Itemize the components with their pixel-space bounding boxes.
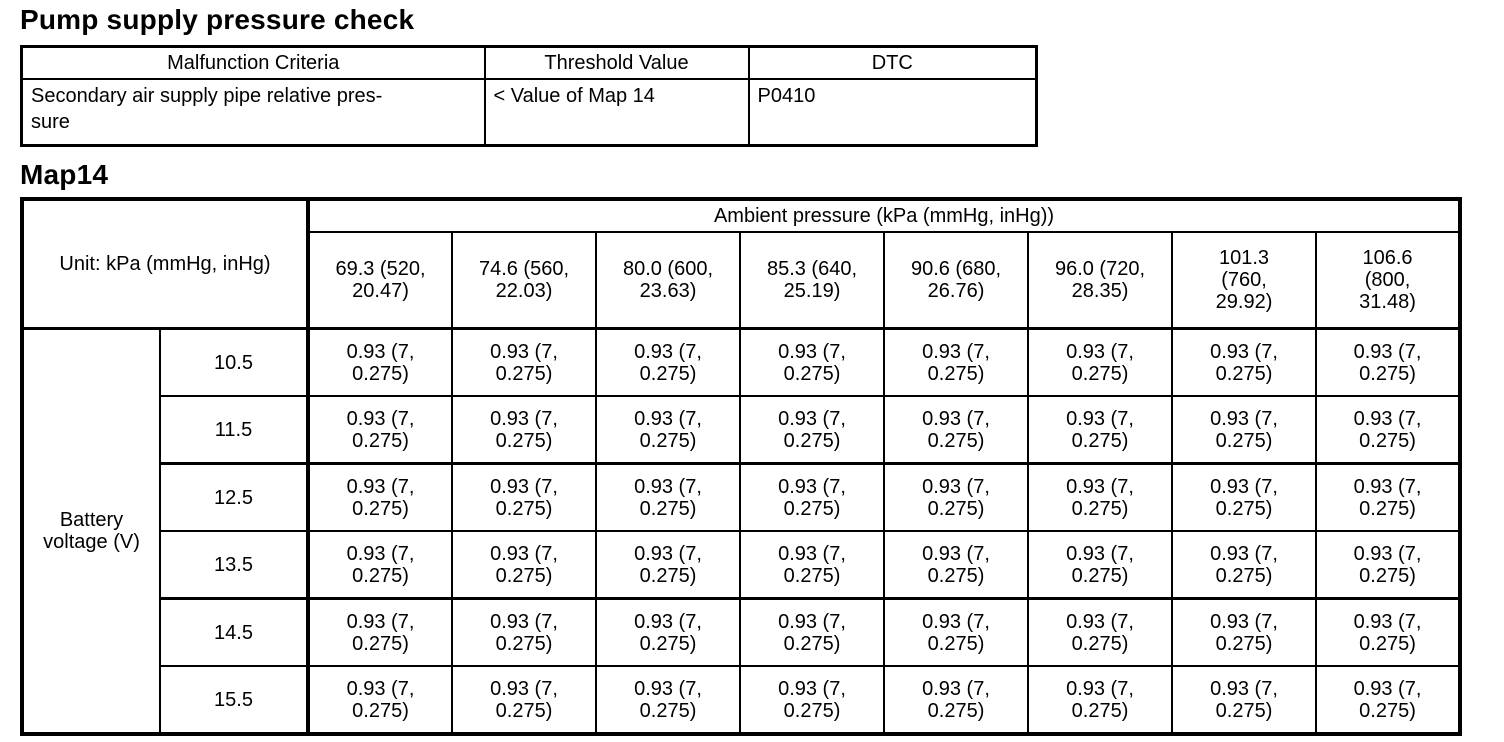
table-row: Secondary air supply pipe relative pres-… [20,78,1038,147]
map-value-cell: 0.93 (7, 0.275) [1171,327,1317,397]
battery-voltage-value: 10.5 [159,327,310,397]
ambient-pressure-col-header: 96.0 (720, 28.35) [1027,231,1173,330]
map-value-cell: 0.93 (7, 0.275) [307,462,453,532]
battery-voltage-value: 15.5 [159,665,310,735]
table-row: 11.5 0.93 (7, 0.275) 0.93 (7, 0.275) 0.93 (… [22,395,1461,465]
map-value-cell: 0.93 (7, 0.275) [595,665,741,735]
battery-voltage-value: 14.5 [159,597,310,667]
map-value-cell: 0.93 (7, 0.275) [1027,395,1173,465]
ambient-pressure-col-header: 80.0 (600, 23.63) [595,231,741,330]
map-value-cell: 0.93 (7, 0.275) [451,530,597,600]
map-value-cell: 0.93 (7, 0.275) [739,462,885,532]
map-value-cell: 0.93 (7, 0.275) [1315,462,1461,532]
col-header-malfunction-criteria: Malfunction Criteria [20,45,486,80]
map-value-cell: 0.93 (7, 0.275) [1027,665,1173,735]
ambient-pressure-col-header: 85.3 (640, 25.19) [739,231,885,330]
map-value-cell: 0.93 (7, 0.275) [595,327,741,397]
map-value-cell: 0.93 (7, 0.275) [1027,462,1173,532]
col-header-dtc: DTC [747,45,1038,80]
map-value-cell: 0.93 (7, 0.275) [1027,530,1173,600]
dtc-cell: P0410 [747,78,1038,147]
map-value-cell: 0.93 (7, 0.275) [451,665,597,735]
unit-label-cell: Unit: kPa (mmHg, inHg) [21,198,310,330]
battery-voltage-value: 11.5 [159,395,310,465]
map-value-cell: 0.93 (7, 0.275) [307,665,453,735]
ambient-pressure-col-header: 69.3 (520, 20.47) [307,231,453,330]
table-row: 15.5 0.93 (7, 0.275) 0.93 (7, 0.275) 0.93 (… [22,665,1461,735]
map-value-cell: 0.93 (7, 0.275) [307,530,453,600]
map-value-cell: 0.93 (7, 0.275) [307,597,453,667]
map-value-cell: 0.93 (7, 0.275) [883,327,1029,397]
map-value-cell: 0.93 (7, 0.275) [451,462,597,532]
map14-body: Battery voltage (V) 10.5 0.93 (7, 0.275) 0.… [21,327,1461,735]
battery-voltage-group-label: Battery voltage (V) [21,327,161,735]
map-value-cell: 0.93 (7, 0.275) [883,597,1029,667]
map14-title: Map14 [20,159,109,190]
map-value-cell: 0.93 (7, 0.275) [1315,597,1461,667]
map-value-cell: 0.93 (7, 0.275) [595,395,741,465]
table-row: 14.5 0.93 (7, 0.275) 0.93 (7, 0.275) 0.93 (… [22,597,1461,667]
map-value-cell: 0.93 (7, 0.275) [595,597,741,667]
map-value-cell: 0.93 (7, 0.275) [883,530,1029,600]
map-value-cell: 0.93 (7, 0.275) [739,530,885,600]
malfunction-criteria-table: Malfunction Criteria Threshold Value DTC… [20,45,1038,147]
ambient-pressure-col-header: 106.6 (800, 31.48) [1315,231,1461,330]
map-value-cell: 0.93 (7, 0.275) [739,665,885,735]
ambient-pressure-col-header: 90.6 (680, 26.76) [883,231,1029,330]
map-value-cell: 0.93 (7, 0.275) [451,395,597,465]
page-title: Pump supply pressure check [20,4,415,35]
map-value-cell: 0.93 (7, 0.275) [1315,395,1461,465]
map-value-cell: 0.93 (7, 0.275) [307,327,453,397]
map-value-cell: 0.93 (7, 0.275) [595,530,741,600]
map-value-cell: 0.93 (7, 0.275) [1171,597,1317,667]
criteria-header-row: Malfunction Criteria Threshold Value DTC [20,45,1038,80]
table-row: 12.5 0.93 (7, 0.275) 0.93 (7, 0.275) 0.93 (… [22,462,1461,532]
map-value-cell: 0.93 (7, 0.275) [883,395,1029,465]
table-row: Battery voltage (V) 10.5 0.93 (7, 0.275) 0.… [21,327,1461,735]
ambient-header-row: Unit: kPa (mmHg, inHg) Ambient pressure … [21,198,1461,330]
malfunction-criteria-cell: Secondary air supply pipe relative pres-… [20,78,486,147]
map-value-cell: 0.93 (7, 0.275) [739,395,885,465]
map-value-cell: 0.93 (7, 0.275) [1171,665,1317,735]
map-value-cell: 0.93 (7, 0.275) [451,327,597,397]
map14-table: Unit: kPa (mmHg, inHg) Ambient pressure … [20,197,1462,736]
map-value-cell: 0.93 (7, 0.275) [1171,462,1317,532]
map-value-cell: 0.93 (7, 0.275) [1315,665,1461,735]
map-value-cell: 0.93 (7, 0.275) [451,597,597,667]
col-header-threshold-value: Threshold Value [483,45,750,80]
map-value-cell: 0.93 (7, 0.275) [1171,395,1317,465]
map-value-cell: 0.93 (7, 0.275) [1171,530,1317,600]
map-value-cell: 0.93 (7, 0.275) [883,665,1029,735]
battery-voltage-value: 12.5 [159,462,310,532]
ambient-columns-row: 69.3 (520, 20.47) 74.6 (560, 22.03) 80.0 (… [22,231,1461,330]
ambient-pressure-col-header: 101.3 (760, 29.92) [1171,231,1317,330]
map-value-cell: 0.93 (7, 0.275) [307,395,453,465]
ambient-pressure-col-header: 74.6 (560, 22.03) [451,231,597,330]
map-value-cell: 0.93 (7, 0.275) [883,462,1029,532]
map-value-cell: 0.93 (7, 0.275) [739,597,885,667]
threshold-value-cell: < Value of Map 14 [483,78,750,147]
map-value-cell: 0.93 (7, 0.275) [1315,327,1461,397]
map-value-cell: 0.93 (7, 0.275) [1027,327,1173,397]
map-value-cell: 0.93 (7, 0.275) [1315,530,1461,600]
map-value-cell: 0.93 (7, 0.275) [595,462,741,532]
battery-voltage-value: 13.5 [159,530,310,600]
table-row: 13.5 0.93 (7, 0.275) 0.93 (7, 0.275) 0.93 (… [22,530,1461,600]
ambient-pressure-header-cell: Ambient pressure (kPa (mmHg, inHg)) [307,198,1461,233]
map-value-cell: 0.93 (7, 0.275) [739,327,885,397]
map-value-cell: 0.93 (7, 0.275) [1027,597,1173,667]
